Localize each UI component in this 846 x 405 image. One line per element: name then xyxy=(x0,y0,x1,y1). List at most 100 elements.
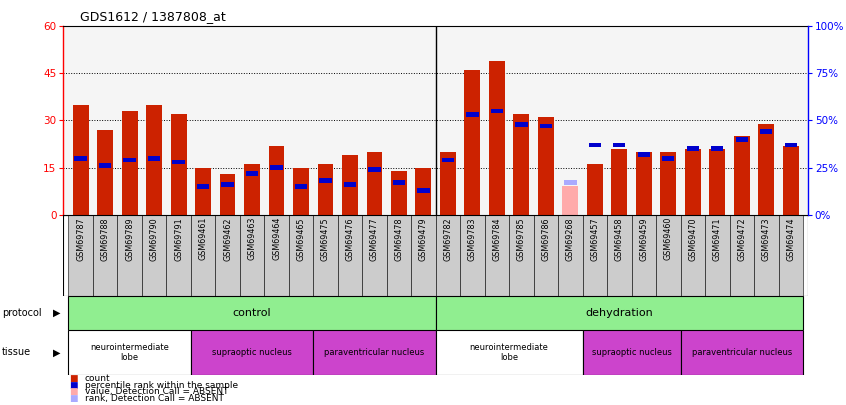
Text: protocol: protocol xyxy=(2,308,41,318)
Bar xyxy=(387,215,411,296)
Bar xyxy=(538,117,554,215)
Text: percentile rank within the sample: percentile rank within the sample xyxy=(85,381,238,390)
Text: GSM69464: GSM69464 xyxy=(272,217,281,260)
Bar xyxy=(215,215,239,296)
Bar xyxy=(417,188,430,192)
Text: GSM69474: GSM69474 xyxy=(786,217,795,260)
Bar xyxy=(534,215,558,296)
Bar xyxy=(583,215,607,296)
Bar xyxy=(317,164,333,215)
Bar xyxy=(391,171,407,215)
Text: paraventricular nucleus: paraventricular nucleus xyxy=(324,348,425,357)
Bar xyxy=(680,330,803,375)
Bar xyxy=(362,215,387,296)
Bar xyxy=(680,215,705,296)
Bar xyxy=(705,215,729,296)
Bar xyxy=(685,149,700,215)
Text: GSM69463: GSM69463 xyxy=(248,217,256,260)
Bar xyxy=(460,215,485,296)
Text: GSM69790: GSM69790 xyxy=(150,217,158,261)
Bar xyxy=(758,124,774,215)
Text: GDS1612 / 1387808_at: GDS1612 / 1387808_at xyxy=(80,10,226,23)
Bar xyxy=(485,215,509,296)
Text: GSM69475: GSM69475 xyxy=(321,217,330,261)
Text: GSM69785: GSM69785 xyxy=(517,217,526,261)
Bar xyxy=(607,215,632,296)
Text: GSM69473: GSM69473 xyxy=(761,217,771,260)
Text: supraoptic nucleus: supraoptic nucleus xyxy=(212,348,292,357)
Text: GSM69471: GSM69471 xyxy=(713,217,722,260)
Text: rank, Detection Call = ABSENT: rank, Detection Call = ABSENT xyxy=(85,394,223,403)
Text: neurointermediate
lobe: neurointermediate lobe xyxy=(91,343,169,362)
Bar xyxy=(366,152,382,215)
Text: GSM69478: GSM69478 xyxy=(394,217,404,260)
Bar xyxy=(564,180,576,185)
Bar xyxy=(515,122,528,127)
Text: GSM69470: GSM69470 xyxy=(689,217,697,260)
Bar xyxy=(191,330,313,375)
Bar xyxy=(540,124,552,128)
Text: GSM69268: GSM69268 xyxy=(566,217,575,260)
Text: GSM69783: GSM69783 xyxy=(468,217,477,260)
Text: ■: ■ xyxy=(69,381,78,390)
Bar xyxy=(69,296,436,330)
Bar xyxy=(97,130,113,215)
Bar xyxy=(464,70,481,215)
Text: neurointermediate
lobe: neurointermediate lobe xyxy=(470,343,548,362)
Bar xyxy=(436,215,460,296)
Text: GSM69476: GSM69476 xyxy=(345,217,354,260)
Text: ▶: ▶ xyxy=(53,347,61,357)
Text: GSM69472: GSM69472 xyxy=(738,217,746,261)
Bar xyxy=(393,180,405,185)
Bar xyxy=(784,143,797,147)
Text: tissue: tissue xyxy=(2,347,30,357)
Bar xyxy=(491,109,503,113)
Bar xyxy=(271,165,283,170)
Bar xyxy=(124,158,135,162)
Bar xyxy=(761,130,772,134)
Bar xyxy=(368,167,381,172)
Bar xyxy=(687,146,699,151)
Bar xyxy=(142,215,167,296)
Bar xyxy=(442,158,454,162)
Text: GSM69457: GSM69457 xyxy=(591,217,599,261)
Bar xyxy=(246,171,258,176)
Bar xyxy=(338,215,362,296)
Text: GSM69787: GSM69787 xyxy=(76,217,85,261)
Bar xyxy=(783,145,799,215)
Bar xyxy=(167,215,191,296)
Bar xyxy=(319,178,332,183)
Bar xyxy=(466,113,479,117)
Text: ■: ■ xyxy=(69,387,78,396)
Bar xyxy=(563,186,579,215)
Text: ■: ■ xyxy=(69,394,78,403)
Text: count: count xyxy=(85,374,110,383)
Text: GSM69459: GSM69459 xyxy=(640,217,648,261)
Text: GSM69788: GSM69788 xyxy=(101,217,110,260)
Bar xyxy=(99,163,111,168)
Bar xyxy=(343,182,356,187)
Bar xyxy=(415,168,431,215)
Bar xyxy=(509,215,534,296)
Bar xyxy=(171,114,186,215)
Bar xyxy=(613,143,625,147)
Bar xyxy=(632,215,656,296)
Text: GSM69782: GSM69782 xyxy=(443,217,453,261)
Text: GSM69462: GSM69462 xyxy=(223,217,232,260)
Bar xyxy=(93,215,118,296)
Text: GSM69477: GSM69477 xyxy=(370,217,379,261)
Bar xyxy=(146,105,162,215)
Bar xyxy=(69,330,191,375)
Bar xyxy=(288,215,313,296)
Bar xyxy=(754,215,778,296)
Text: control: control xyxy=(233,308,272,318)
Bar xyxy=(662,156,674,160)
Text: dehydration: dehydration xyxy=(585,308,653,318)
Bar xyxy=(778,215,803,296)
Bar xyxy=(638,152,650,157)
Bar xyxy=(440,152,456,215)
Bar xyxy=(729,215,754,296)
Text: GSM69479: GSM69479 xyxy=(419,217,428,261)
Bar xyxy=(558,215,583,296)
Bar xyxy=(268,145,284,215)
